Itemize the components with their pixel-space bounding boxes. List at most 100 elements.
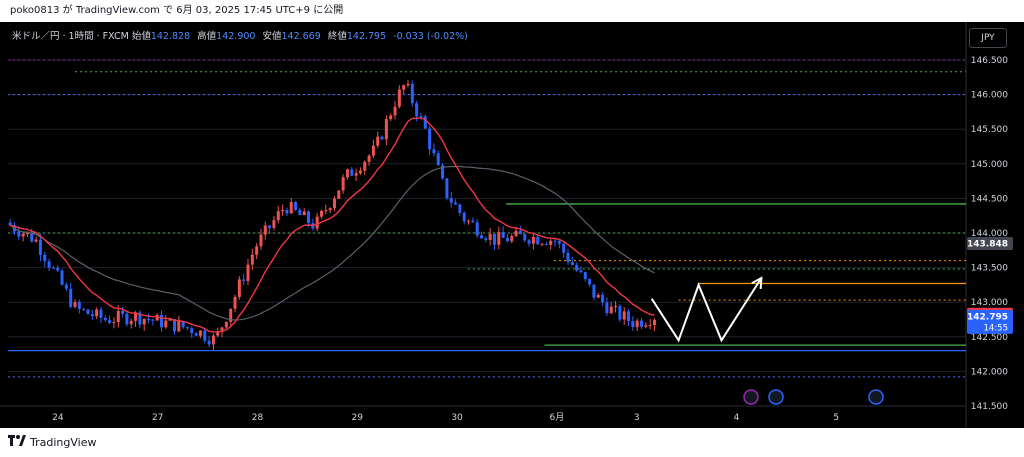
y-tick-label-9: 142.000 [971, 367, 1008, 377]
candle-body-63 [281, 209, 285, 212]
candle-body-45 [203, 330, 207, 341]
ohlc-legend: 米ドル／円 · 1時間 · FXCM 始値142.828 高値142.900 安… [12, 28, 472, 42]
low-value: 142.669 [281, 31, 321, 42]
candle-body-121 [531, 236, 535, 244]
candle-body-0 [8, 222, 12, 226]
candle-body-12 [60, 270, 64, 285]
candle-body-82 [363, 161, 367, 171]
y-tick-label-3: 145.000 [971, 160, 1008, 170]
candle-body-101 [445, 178, 449, 199]
candle-body-122 [536, 236, 540, 245]
tradingview-logo-icon [8, 434, 26, 452]
candle-body-105 [462, 212, 466, 222]
candle-body-15 [73, 302, 77, 307]
candle-body-109 [480, 235, 484, 239]
publish-info-text: poko0813 が TradingView.com で 6月 03, 2025… [10, 5, 344, 16]
ema-line [10, 117, 655, 333]
candle-body-2 [17, 231, 21, 237]
candle-body-93 [410, 83, 414, 104]
candle-body-54 [242, 279, 246, 281]
candle-body-137 [601, 295, 605, 303]
candle-body-73 [324, 210, 328, 212]
y-tick-label-0: 146.500 [971, 56, 1008, 66]
candle-body-62 [276, 211, 280, 221]
us-flag-event-icon-2 [868, 389, 884, 405]
price-axis [966, 22, 1024, 428]
candle-body-135 [592, 284, 596, 298]
candle-body-86 [380, 136, 384, 140]
candle-body-107 [471, 220, 475, 223]
candle-body-51 [229, 308, 233, 322]
projection-arrowhead [751, 276, 763, 290]
candle-body-136 [596, 295, 600, 298]
candle-body-23 [108, 320, 112, 324]
y-tick-label-6: 143.500 [971, 264, 1008, 274]
candle-body-3 [21, 233, 25, 237]
price-tag-bg-2 [967, 309, 1013, 334]
candle-body-91 [402, 85, 406, 90]
candle-body-5 [30, 232, 34, 242]
y-tick-label-2: 145.500 [971, 125, 1008, 135]
candlestick-chart[interactable]: 146.500 146.000 145.500 145.000 144.500 144.0… [0, 22, 1024, 428]
candle-body-140 [614, 306, 618, 308]
lightning-event-icon [743, 389, 759, 405]
candle-body-141 [618, 306, 622, 320]
candle-body-102 [449, 198, 453, 203]
candle-body-134 [588, 278, 592, 285]
candle-body-75 [332, 198, 336, 209]
candle-body-129 [566, 252, 570, 263]
tradingview-footer: TradingView [8, 434, 96, 452]
candle-body-104 [458, 204, 462, 213]
candle-body-89 [393, 106, 397, 116]
candle-body-80 [354, 173, 358, 176]
candle-body-34 [155, 315, 159, 321]
candle-body-108 [475, 222, 479, 236]
candle-body-100 [441, 165, 445, 179]
close-value: 142.795 [346, 31, 387, 42]
candle-body-112 [492, 234, 496, 245]
candle-body-36 [164, 320, 168, 328]
candle-body-133 [583, 272, 587, 279]
currency-button[interactable]: JPY [969, 28, 1007, 48]
candle-body-22 [103, 317, 107, 321]
x-tick-label-8: 5 [833, 413, 839, 423]
candle-body-103 [454, 202, 458, 205]
candle-body-118 [518, 230, 522, 235]
candle-body-21 [99, 309, 103, 318]
candle-body-139 [609, 306, 613, 314]
price-tag-2: 142.795 [967, 312, 1008, 322]
candle-body-90 [397, 89, 401, 107]
candle-body-124 [544, 243, 548, 245]
x-tick-label-1: 27 [152, 413, 163, 423]
candle-body-71 [315, 216, 319, 229]
high-value: 142.900 [216, 31, 256, 42]
candle-body-16 [77, 302, 81, 309]
candle-body-83 [367, 155, 371, 162]
candle-body-72 [320, 210, 324, 217]
candle-body-18 [86, 309, 90, 315]
candle-body-85 [376, 136, 380, 146]
candle-body-92 [406, 83, 410, 86]
candle-body-14 [69, 288, 73, 307]
candle-body-84 [371, 145, 375, 156]
chart-frame[interactable]: 146.500 146.000 145.500 145.000 144.500 144.0… [0, 22, 1024, 428]
candle-body-24 [112, 322, 116, 324]
sma-line [9, 165, 655, 321]
candle-body-147 [644, 325, 648, 327]
change-value: -0.033 (-0.02%) [393, 31, 468, 42]
candle-body-57 [255, 246, 259, 255]
candle-body-64 [285, 209, 289, 214]
tradingview-brand: TradingView [30, 436, 97, 449]
symbol-label[interactable]: 米ドル／円 · 1時間 · FXCM [12, 31, 129, 42]
candle-body-26 [121, 310, 125, 314]
candle-body-28 [129, 320, 133, 325]
candle-body-13 [64, 284, 68, 289]
price-tag-sub-2: 14:55 [984, 323, 1009, 333]
candle-body-46 [207, 340, 211, 345]
candle-body-113 [497, 231, 501, 245]
candle-body-39 [177, 321, 181, 332]
candle-body-126 [553, 240, 557, 242]
candle-body-11 [56, 267, 60, 271]
candle-body-61 [272, 220, 276, 228]
candle-body-58 [259, 234, 263, 247]
